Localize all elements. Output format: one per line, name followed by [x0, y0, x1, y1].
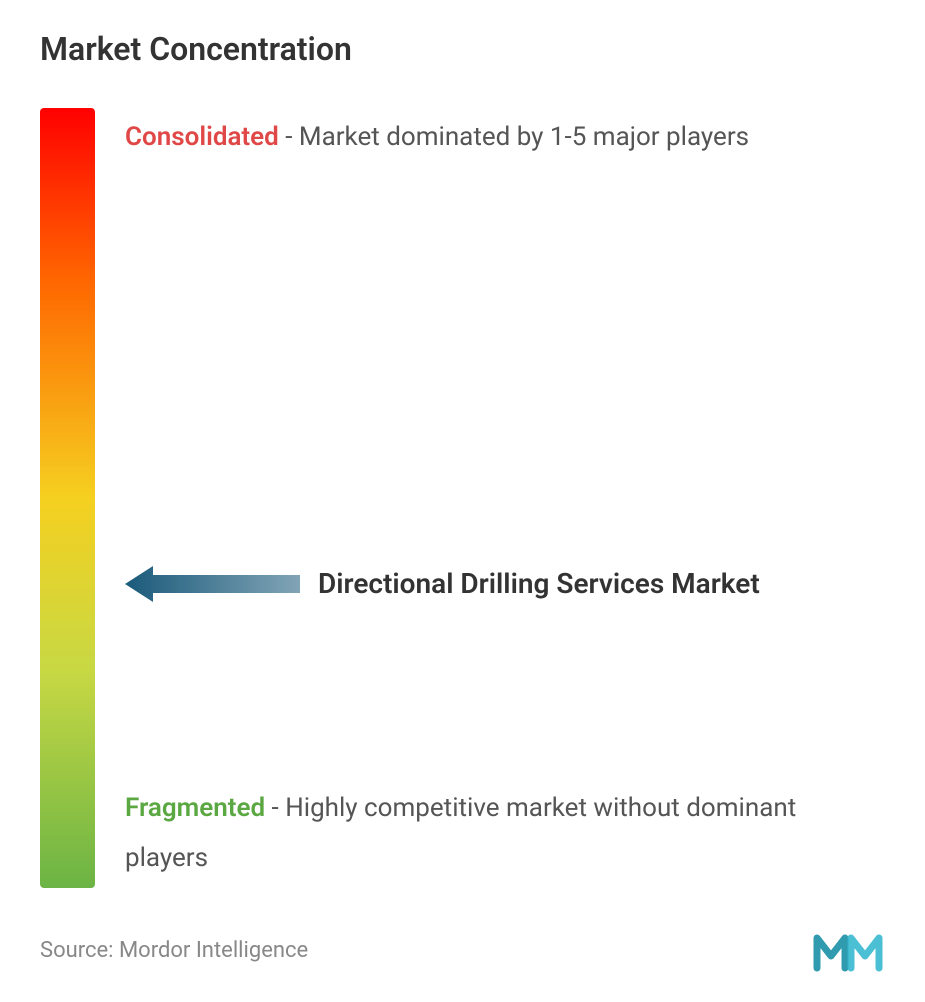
concentration-gradient-bar [40, 108, 95, 888]
consolidated-text: - Market dominated by 1-5 major players [279, 122, 749, 152]
fragmented-keyword: Fragmented [125, 793, 265, 823]
market-name-label: Directional Drilling Services Market [318, 567, 760, 600]
consolidated-keyword: Consolidated [125, 122, 279, 152]
descriptions-column: Consolidated - Market dominated by 1-5 m… [125, 108, 885, 888]
fragmented-description: Fragmented - Highly competitive market w… [125, 784, 865, 883]
market-pointer-row: Directional Drilling Services Market [125, 564, 760, 604]
consolidated-description: Consolidated - Market dominated by 1-5 m… [125, 113, 865, 162]
mordor-logo-icon [813, 928, 885, 972]
chart-content: Consolidated - Market dominated by 1-5 m… [40, 108, 885, 888]
chart-footer: Source: Mordor Intelligence [40, 928, 885, 972]
chart-title: Market Concentration [40, 30, 885, 68]
source-attribution: Source: Mordor Intelligence [40, 938, 308, 963]
arrow-icon [125, 564, 300, 604]
